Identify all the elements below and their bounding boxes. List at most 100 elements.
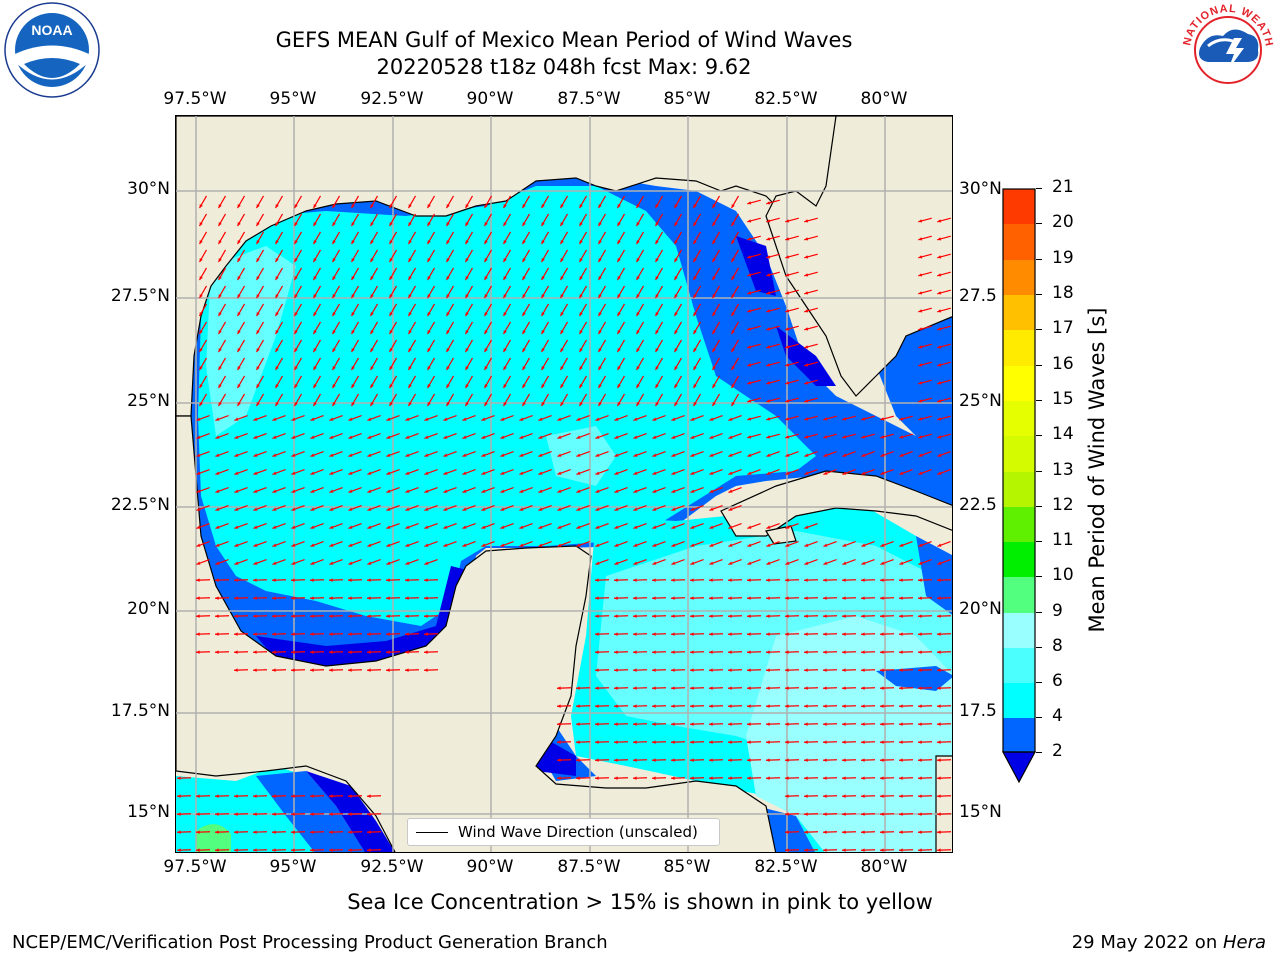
wind-wave-arrowhead — [728, 722, 732, 726]
wind-wave-arrowhead — [652, 758, 656, 762]
wind-wave-arrowhead — [690, 525, 695, 529]
colorbar-tick-label: 4 — [1052, 706, 1063, 726]
wind-wave-arrowhead — [712, 258, 716, 263]
wind-wave-arrowhead — [272, 561, 277, 565]
wind-wave-arrowhead — [709, 632, 713, 636]
wind-wave-arrowhead — [614, 686, 618, 690]
footer-date-text: 29 May 2022 on — [1071, 932, 1223, 953]
wind-wave-arrowhead — [294, 276, 298, 281]
wind-wave-arrowhead — [405, 596, 409, 600]
y-tick-right: 30°N — [959, 179, 1002, 199]
wind-wave-arrowhead — [253, 489, 258, 493]
wind-wave-arrowhead — [272, 543, 277, 547]
bigbend-deep-blue — [736, 236, 776, 296]
florida-peninsula — [765, 116, 952, 397]
colorbar-tick-label: 13 — [1052, 460, 1074, 480]
wind-wave-arrowhead — [291, 650, 295, 654]
wind-wave-arrowhead — [731, 240, 735, 245]
map-subtitle: 20220528 t18z 048h fcst Max: 9.62 — [376, 55, 752, 79]
wind-wave-arrowhead — [633, 686, 637, 690]
wind-wave-arrowhead — [332, 240, 336, 245]
wind-wave-arrowhead — [310, 578, 314, 582]
wind-wave-arrowhead — [256, 240, 260, 245]
wind-wave-arrowhead — [766, 273, 771, 277]
wind-wave-arrowhead — [386, 525, 391, 529]
wind-wave-arrowhead — [218, 258, 222, 263]
wind-wave-arrowhead — [367, 848, 371, 852]
wind-wave-arrowhead — [446, 348, 450, 353]
wind-wave-arrowhead — [313, 384, 317, 389]
wind-wave-arrowhead — [937, 848, 941, 852]
wind-wave-arrowhead — [465, 204, 469, 209]
wind-wave-arrowhead — [348, 668, 352, 672]
y-tick-left: 27.5°N — [110, 286, 170, 306]
wind-wave-arrowhead — [465, 276, 469, 281]
wind-wave-arrowhead — [291, 578, 295, 582]
wind-wave-arrowhead — [766, 740, 770, 744]
wind-wave-arrowhead — [823, 614, 827, 618]
wind-wave-arrowhead — [424, 578, 428, 582]
colorbar-tick-label: 2 — [1052, 741, 1063, 761]
wind-wave-arrowhead — [671, 435, 676, 439]
wind-wave-arrowhead — [386, 578, 390, 582]
wind-wave-arrowhead — [522, 384, 526, 389]
wind-wave-arrowhead — [408, 402, 412, 407]
wind-wave-arrowhead — [731, 384, 735, 389]
wind-wave-arrowhead — [766, 435, 771, 439]
wind-wave-arrowhead — [918, 273, 923, 277]
colorbar-tick-mark — [1036, 471, 1042, 472]
wind-wave-arrowhead — [503, 258, 507, 263]
wind-wave-arrowhead — [598, 276, 602, 281]
wind-wave-arrowhead — [595, 740, 599, 744]
colorbar-tick-label: 21 — [1052, 177, 1074, 197]
wind-wave-arrowhead — [237, 366, 241, 371]
wind-wave-arrowhead — [804, 543, 809, 547]
wind-wave-arrowhead — [918, 830, 922, 834]
wind-wave-arrowhead — [785, 543, 790, 547]
wind-wave-arrowhead — [329, 614, 333, 618]
wind-wave-arrowhead — [405, 578, 409, 582]
wind-wave-arrowhead — [595, 668, 599, 672]
wind-wave-arrowhead — [633, 561, 638, 565]
wind-wave-arrowhead — [785, 255, 790, 259]
wind-wave-arrowhead — [785, 435, 790, 439]
wind-wave-arrowhead — [674, 312, 678, 317]
wind-wave-arrowhead — [332, 204, 336, 209]
wind-wave-arrowhead — [579, 384, 583, 389]
wind-wave-arrowhead — [465, 222, 469, 227]
wind-wave-arrowhead — [842, 848, 846, 852]
wind-wave-arrowhead — [652, 650, 656, 654]
wind-wave-arrowhead — [899, 614, 903, 618]
wind-wave-arrowhead — [690, 686, 694, 690]
wind-wave-arrowhead — [560, 384, 564, 389]
wind-wave-arrowhead — [918, 327, 923, 331]
wind-wave-arrowhead — [291, 632, 295, 636]
wind-wave-arrowhead — [785, 219, 790, 223]
wind-wave-arrowhead — [937, 650, 941, 654]
wind-wave-arrowhead — [484, 240, 488, 245]
wind-wave-arrowhead — [899, 596, 903, 600]
wind-wave-arrowhead — [823, 435, 828, 439]
wind-wave-arrowhead — [519, 525, 524, 529]
wind-wave-arrowhead — [541, 402, 545, 407]
wind-wave-arrowhead — [731, 258, 735, 263]
wind-wave-arrowhead — [861, 848, 865, 852]
wind-wave-arrowhead — [503, 312, 507, 317]
wind-wave-arrowhead — [652, 668, 656, 672]
wind-wave-arrowhead — [823, 417, 828, 421]
wind-wave-arrowhead — [576, 758, 580, 762]
wind-wave-arrowhead — [196, 632, 200, 636]
wind-wave-arrowhead — [541, 366, 545, 371]
wind-wave-arrowhead — [408, 276, 412, 281]
wind-wave-arrowhead — [674, 348, 678, 353]
wind-wave-arrowhead — [294, 222, 298, 227]
wind-wave-arrowhead — [617, 258, 621, 263]
wind-wave-arrowhead — [329, 830, 333, 834]
wind-wave-arrowhead — [310, 632, 314, 636]
wind-wave-arrowhead — [522, 294, 526, 299]
wind-wave-arrowhead — [576, 776, 580, 780]
wind-wave-arrowhead — [731, 294, 735, 299]
wind-wave-arrowhead — [804, 219, 809, 223]
wind-wave-arrowhead — [196, 417, 201, 421]
wind-wave-arrowhead — [766, 632, 770, 636]
